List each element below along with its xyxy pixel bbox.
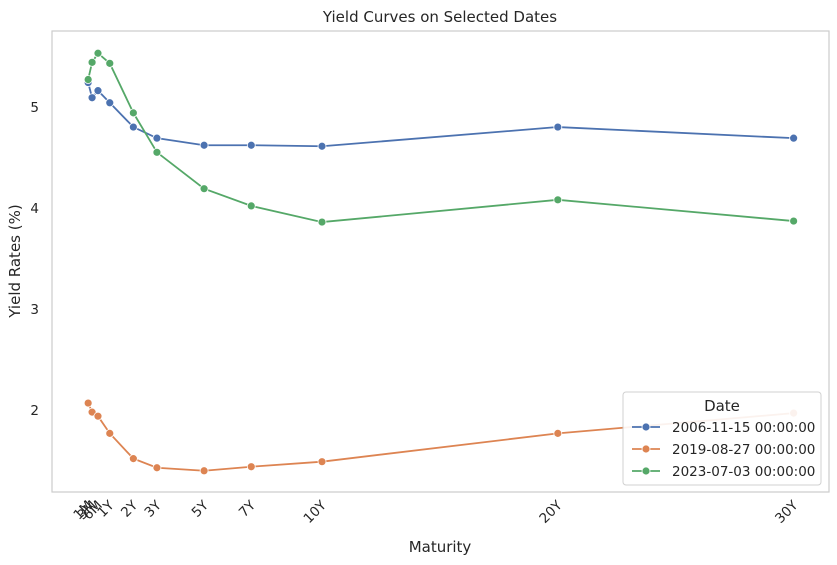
data-point <box>105 58 115 68</box>
y-axis-label: Yield Rates (%) <box>6 204 24 318</box>
data-point <box>152 147 162 157</box>
y-tick-label: 5 <box>30 100 39 116</box>
data-point <box>553 122 563 132</box>
y-tick-label: 2 <box>30 403 39 419</box>
data-point <box>128 108 138 118</box>
data-point <box>246 140 256 150</box>
data-point <box>93 48 103 58</box>
data-point <box>199 466 209 476</box>
x-tick-label: 7Y <box>236 497 260 521</box>
data-point <box>317 217 327 227</box>
data-point <box>789 216 799 226</box>
x-tick-label: 5Y <box>189 497 213 521</box>
data-point <box>83 75 93 84</box>
data-point <box>128 122 138 132</box>
x-tick-label: 2Y <box>118 497 142 521</box>
legend-label: 2006-11-15 00:00:00 <box>672 420 815 436</box>
data-point <box>317 141 327 151</box>
x-tick-label: 20Y <box>536 497 566 527</box>
data-point <box>246 201 256 211</box>
y-tick-label: 3 <box>30 302 39 318</box>
legend-box <box>622 391 822 486</box>
legend-label: 2023-07-03 00:00:00 <box>672 464 815 480</box>
data-point <box>93 411 103 421</box>
data-point <box>87 57 97 67</box>
data-point <box>553 195 563 205</box>
data-point <box>83 398 93 408</box>
series-line-1 <box>87 82 794 148</box>
x-tick-label: 10Y <box>301 497 331 527</box>
data-point <box>246 462 256 472</box>
legend: Date 2006-11-15 00:00:00 2019-08-27 00:00… <box>622 391 822 486</box>
data-point <box>152 133 162 143</box>
series-markers <box>83 48 799 476</box>
data-point <box>93 86 103 96</box>
data-point <box>105 428 115 438</box>
data-point <box>128 454 138 464</box>
x-tick-label: 3Y <box>142 497 166 521</box>
series-line-3 <box>87 51 794 223</box>
data-point <box>317 457 327 467</box>
plot-frame <box>51 30 830 493</box>
y-tick-label: 4 <box>30 201 39 217</box>
x-tick-label: 1Y <box>94 497 118 521</box>
chart-title: Yield Curves on Selected Dates <box>322 8 557 26</box>
data-point <box>199 140 209 150</box>
legend-title: Date <box>704 397 740 415</box>
legend-label: 2019-08-27 00:00:00 <box>672 442 815 458</box>
data-point <box>199 184 209 194</box>
data-point <box>553 428 563 438</box>
data-point <box>87 93 97 103</box>
x-axis-label: Maturity <box>409 538 472 556</box>
x-tick-label: 30Y <box>772 497 802 527</box>
legend-swatch-marker <box>641 422 651 432</box>
y-axis-ticks: 2 3 4 5 <box>30 100 39 419</box>
legend-swatch-marker <box>641 444 651 454</box>
legend-items: 2006-11-15 00:00:00 2019-08-27 00:00:00 20… <box>632 420 815 480</box>
data-point <box>105 98 115 108</box>
data-point <box>152 463 162 473</box>
data-point <box>789 133 799 143</box>
legend-swatch-marker <box>641 466 651 476</box>
